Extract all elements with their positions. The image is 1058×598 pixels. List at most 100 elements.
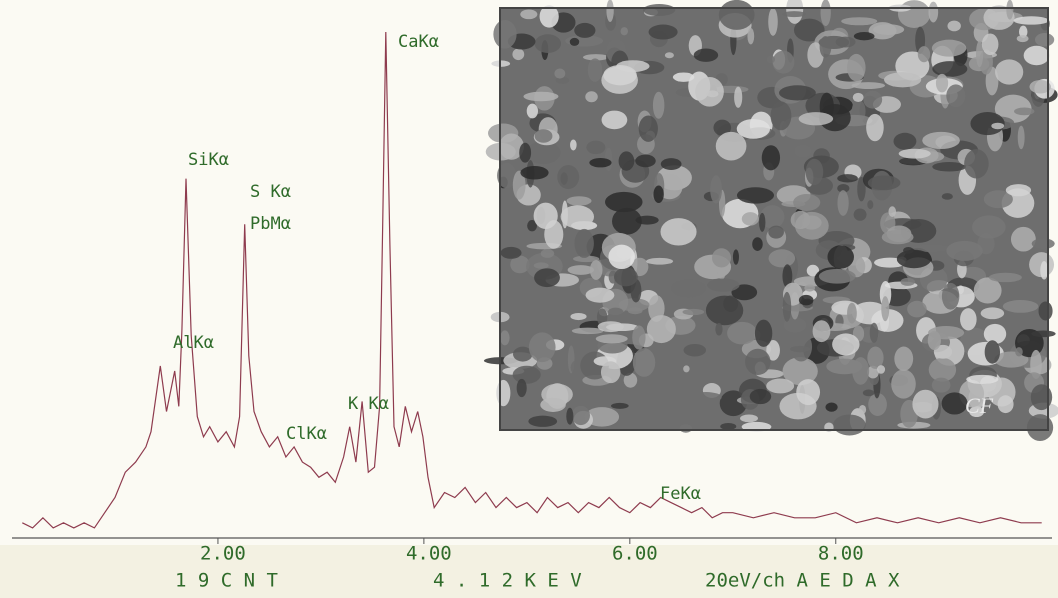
sem-grain <box>534 268 560 287</box>
sem-grain <box>653 186 663 204</box>
sem-grain <box>832 333 859 355</box>
sem-grain <box>867 200 873 209</box>
sem-grain <box>873 24 904 35</box>
sem-grain <box>985 340 1000 363</box>
sem-grain <box>942 392 968 414</box>
sem-grain <box>779 85 816 100</box>
sem-grain <box>639 115 658 141</box>
sem-grain <box>847 303 857 324</box>
footer-text: 4 . 1 2 K E V <box>433 570 582 592</box>
sem-grain <box>1024 46 1050 65</box>
sem-grain <box>1014 16 1049 24</box>
sem-grain <box>755 320 772 347</box>
sem-grain <box>863 390 875 397</box>
sem-grain <box>535 129 553 143</box>
sem-grain <box>898 0 930 28</box>
sem-grain <box>554 68 565 78</box>
sem-grain <box>894 347 913 371</box>
sem-grain <box>513 366 541 384</box>
sem-grain <box>932 378 951 393</box>
sem-grain <box>528 416 557 427</box>
sem-grain <box>981 307 1004 319</box>
sem-grain <box>557 165 579 189</box>
sem-grain <box>782 11 806 17</box>
sem-grain <box>960 308 977 330</box>
x-tick-label: 6.00 <box>612 543 658 565</box>
sem-grain <box>585 91 598 102</box>
sem-grain <box>752 237 763 251</box>
sem-grain <box>682 309 704 315</box>
sem-grain <box>574 23 595 38</box>
sem-grain <box>529 332 556 362</box>
sem-grain <box>608 245 634 269</box>
sem-grain <box>570 38 579 46</box>
sem-grain <box>737 187 774 203</box>
sem-grain <box>932 61 967 77</box>
footer-text: 20eV/ch A E D A X <box>705 570 900 592</box>
sem-grain <box>918 46 930 62</box>
sem-grain <box>632 325 645 349</box>
sem-grain <box>561 205 594 228</box>
sem-grain <box>799 295 814 305</box>
sem-grain <box>1032 238 1055 249</box>
sem-grain <box>606 0 613 22</box>
sem-grain <box>590 260 603 280</box>
sem-grain <box>589 158 611 167</box>
sem-grain <box>942 283 959 310</box>
sem-grain <box>836 37 856 48</box>
sem-grain <box>804 284 815 291</box>
sem-grain <box>621 27 628 35</box>
chart: CF 2.004.006.008.00CaKαSiKαS KαPbMαAlKαC… <box>0 0 1058 598</box>
sem-grain <box>527 104 538 119</box>
sem-grain <box>1038 302 1052 321</box>
sem-grain <box>612 208 642 235</box>
sem-grain <box>901 278 915 286</box>
sem-grain <box>768 8 778 36</box>
sem-grain <box>574 229 593 258</box>
sem-grain <box>837 174 858 182</box>
sem-grain <box>733 249 739 264</box>
sem-grain <box>891 369 916 398</box>
sem-grain <box>541 249 555 258</box>
sem-grain <box>635 155 655 168</box>
sem-grain <box>991 123 1004 130</box>
sem-grain <box>799 112 833 125</box>
footer-text: 1 9 C N T <box>175 570 278 592</box>
sem-grain <box>966 375 998 384</box>
sem-grain <box>496 380 510 406</box>
sem-grain <box>649 25 678 40</box>
sem-grain <box>932 40 966 57</box>
sem-grain <box>801 215 821 229</box>
sem-grain <box>972 215 1006 238</box>
sem-grain <box>1018 126 1025 150</box>
sem-grain <box>718 267 726 280</box>
sem-grain <box>710 175 722 203</box>
sem-grain <box>995 59 1023 84</box>
sem-grain <box>899 149 931 159</box>
sem-grain <box>596 334 628 343</box>
sem-grain <box>903 247 914 254</box>
sem-grain <box>790 346 810 352</box>
sem-grain <box>570 139 577 150</box>
sem-grain <box>566 408 573 425</box>
sem-grain <box>928 326 964 339</box>
sem-grain <box>819 269 856 284</box>
sem-grain <box>720 423 736 430</box>
sem-grain <box>989 273 1022 282</box>
sem-grain <box>603 65 637 85</box>
sem-grain <box>715 323 722 336</box>
peak-label: SiKα <box>188 150 229 170</box>
inset-label: CF <box>965 393 994 418</box>
sem-grain <box>853 93 864 102</box>
sem-grain <box>534 203 558 229</box>
sem-grain <box>1011 227 1036 252</box>
sem-grain <box>769 249 796 267</box>
sem-grain <box>854 32 875 40</box>
sem-grain <box>833 414 866 435</box>
sem-grain <box>1003 300 1039 313</box>
sem-grain <box>922 132 960 149</box>
sem-grain <box>660 218 696 245</box>
sem-grain <box>572 406 590 425</box>
sem-grain <box>517 379 527 397</box>
sem-grain <box>512 49 524 61</box>
